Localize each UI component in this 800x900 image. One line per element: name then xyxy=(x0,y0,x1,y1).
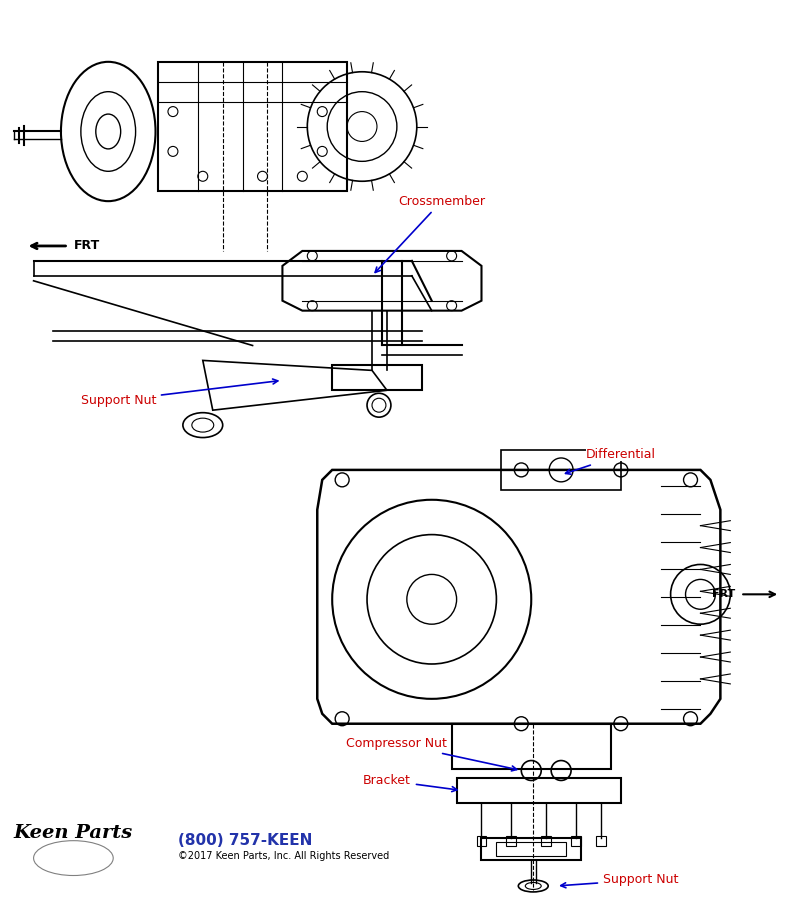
Text: Differential: Differential xyxy=(586,448,656,462)
Text: Support Nut: Support Nut xyxy=(81,379,278,407)
Text: Compressor Nut: Compressor Nut xyxy=(346,737,517,771)
Text: Support Nut: Support Nut xyxy=(561,874,678,887)
Text: FRT: FRT xyxy=(712,590,735,599)
Text: ©2017 Keen Parts, Inc. All Rights Reserved: ©2017 Keen Parts, Inc. All Rights Reserv… xyxy=(178,851,389,861)
Text: Differential: Differential xyxy=(566,448,656,474)
Text: Support Nut: Support Nut xyxy=(81,393,156,407)
Text: Support Nut: Support Nut xyxy=(603,874,678,886)
Text: Keen Parts: Keen Parts xyxy=(14,824,133,842)
Text: Crossmember: Crossmember xyxy=(375,194,485,273)
Text: FRT: FRT xyxy=(74,239,100,253)
Text: Bracket: Bracket xyxy=(363,774,457,792)
Text: (800) 757-KEEN: (800) 757-KEEN xyxy=(178,832,312,848)
Text: Crossmember: Crossmember xyxy=(398,194,485,208)
Text: Bracket: Bracket xyxy=(363,774,411,787)
Text: Compressor Nut: Compressor Nut xyxy=(346,737,447,750)
